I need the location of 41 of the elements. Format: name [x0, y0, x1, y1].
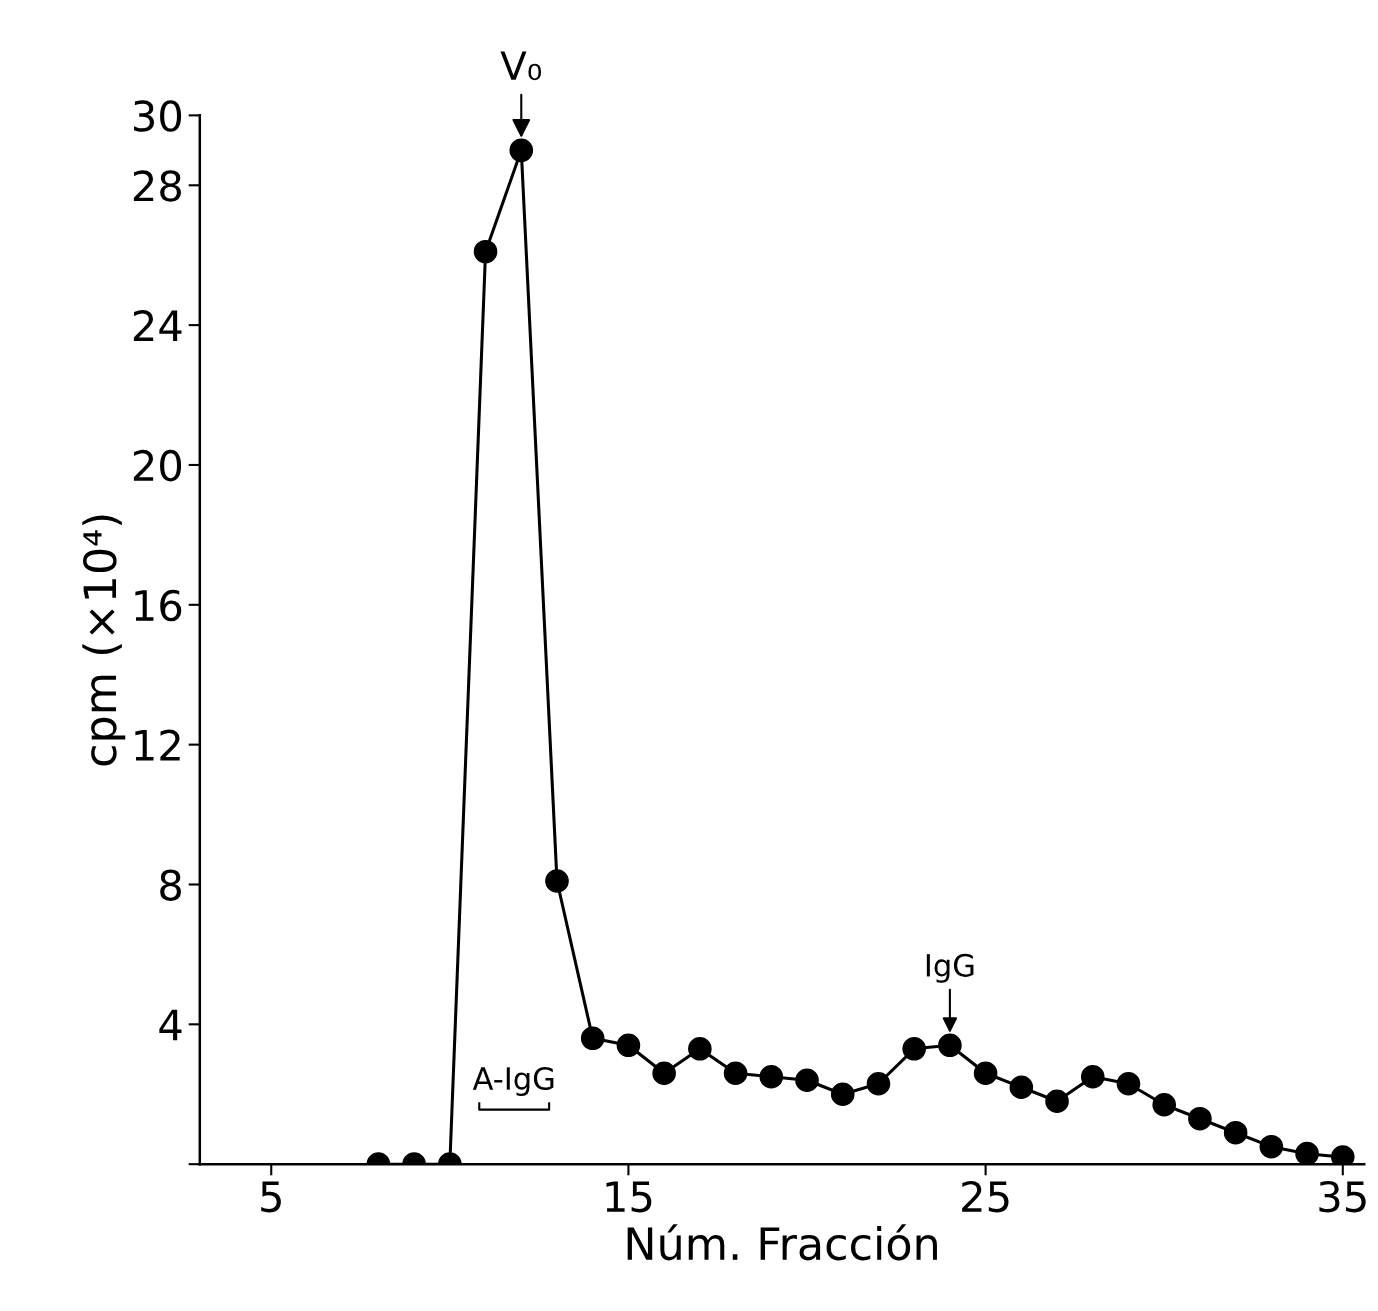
x-axis-title: Núm. Fracción	[627, 1224, 937, 1261]
point	[509, 138, 534, 163]
y-tick-label: 12	[135, 729, 180, 761]
point	[723, 1061, 748, 1086]
point	[1009, 1075, 1034, 1100]
y-tick-label: 24	[133, 310, 182, 341]
y-tick-label: 8	[160, 869, 181, 901]
point	[1223, 1120, 1248, 1145]
point	[473, 239, 498, 264]
annotation: IgG	[926, 953, 974, 983]
point	[545, 869, 569, 893]
x-tick-label: 35	[1319, 1180, 1366, 1213]
point	[580, 1026, 605, 1051]
point	[830, 1082, 855, 1107]
point	[1259, 1134, 1284, 1159]
y-tick-label: 28	[133, 170, 181, 202]
point	[1080, 1064, 1105, 1089]
point	[1188, 1106, 1212, 1131]
y-tick-label: 20	[133, 449, 182, 482]
point	[688, 1036, 712, 1061]
point	[795, 1068, 819, 1093]
y-tick-label: 30	[133, 100, 182, 132]
y-tick-label: 4	[159, 1009, 182, 1041]
x-tick-label: 25	[962, 1180, 1009, 1213]
y-tick-label: 16	[135, 589, 182, 622]
x-tick-label: 5	[261, 1181, 281, 1213]
y-axis-title: cpm (×10⁴)	[82, 515, 126, 766]
point	[759, 1064, 784, 1089]
annotation: V₀	[500, 51, 542, 81]
point	[1116, 1071, 1141, 1096]
point	[866, 1071, 891, 1096]
point	[1045, 1089, 1069, 1114]
point	[652, 1061, 676, 1086]
point	[938, 1033, 962, 1058]
point	[616, 1033, 641, 1058]
point	[902, 1036, 926, 1061]
point	[973, 1061, 998, 1086]
x-tick-label: 15	[606, 1181, 652, 1213]
annotation: A-IgG	[472, 1066, 554, 1096]
point	[1295, 1141, 1319, 1165]
point	[1152, 1092, 1177, 1117]
